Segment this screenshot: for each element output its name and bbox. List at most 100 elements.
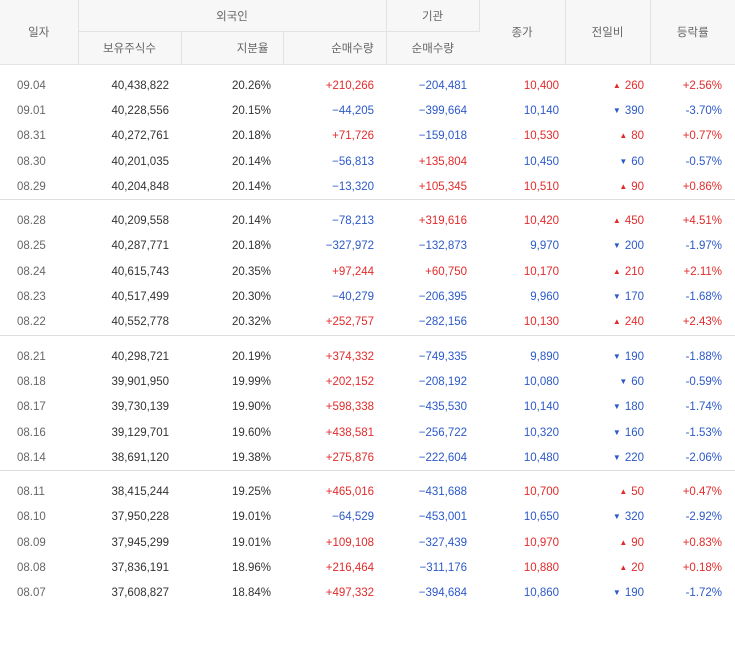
- ratio-cell: 20.30%: [231, 291, 271, 304]
- ratio-cell: 20.26%: [231, 79, 271, 92]
- change-value: 80: [631, 130, 645, 143]
- holdings-cell: 40,517,499: [111, 291, 169, 304]
- holdings-cell: 39,730,139: [111, 401, 169, 414]
- table-row: 08.08 37,836,191 18.96% +216,464 −311,176 10,…: [0, 555, 735, 580]
- change-value: 240: [624, 316, 645, 329]
- change-cell: ▼ 190: [565, 581, 650, 606]
- triangle-down-icon: ▼: [612, 402, 621, 412]
- table-row: 08.21 40,298,721 20.19% +374,332 −749,335 9,8…: [0, 344, 735, 369]
- foreign-net-cell: −327,972: [325, 240, 375, 253]
- table-body: 09.04 40,438,822 20.26% +210,266 −204,481 10,…: [0, 65, 735, 606]
- close-cell: 10,420: [523, 215, 560, 228]
- header-inst-net: 순매수량: [386, 31, 480, 65]
- rate-cell: -1.72%: [685, 587, 723, 600]
- table-header: 일자 외국인 기관 종가 전일비 등락률 보유주식수 지분율 순매수량 순매수량: [0, 0, 735, 65]
- ratio-cell: 19.01%: [231, 511, 271, 524]
- change-cell: ▲ 450: [565, 208, 650, 233]
- table-row: 08.18 39,901,950 19.99% +202,152 −208,192 10,…: [0, 369, 735, 394]
- table-row: 09.04 40,438,822 20.26% +210,266 −204,481 10,…: [0, 73, 735, 98]
- rate-cell: +2.11%: [683, 265, 723, 278]
- date-cell: 08.22: [17, 316, 46, 329]
- holdings-cell: 40,228,556: [111, 104, 169, 117]
- holdings-cell: 39,129,701: [111, 426, 169, 439]
- group-divider: [0, 199, 735, 209]
- change-cell: ▲ 50: [565, 479, 650, 504]
- table-row: 08.14 38,691,120 19.38% +275,876 −222,604 10,…: [0, 445, 735, 471]
- triangle-down-icon: ▼: [612, 241, 621, 251]
- inst-net-cell: −431,688: [418, 486, 468, 499]
- date-cell: 08.29: [17, 180, 46, 193]
- date-cell: 08.09: [17, 536, 46, 549]
- holdings-cell: 40,204,848: [111, 180, 169, 193]
- inst-net-cell: +135,804: [418, 155, 468, 168]
- triangle-down-icon: ▼: [612, 351, 621, 361]
- close-cell: 10,130: [523, 316, 560, 329]
- ratio-cell: 20.18%: [231, 240, 271, 253]
- rate-cell: -2.92%: [685, 511, 723, 524]
- rate-cell: -1.53%: [685, 426, 723, 439]
- ratio-cell: 20.15%: [231, 104, 271, 117]
- ratio-cell: 20.32%: [231, 316, 271, 329]
- group-divider: [0, 334, 735, 344]
- close-cell: 10,970: [523, 536, 560, 549]
- table-row: 08.29 40,204,848 20.14% −13,320 +105,345 10,5…: [0, 174, 735, 200]
- rate-cell: -3.70%: [685, 104, 723, 117]
- foreign-net-cell: +202,152: [325, 375, 375, 388]
- investor-trading-table: 일자 외국인 기관 종가 전일비 등락률 보유주식수 지분율 순매수량 순매수량…: [0, 0, 735, 606]
- inst-net-cell: +60,750: [425, 265, 468, 278]
- header-change: 전일비: [565, 0, 651, 65]
- close-cell: 10,170: [523, 265, 560, 278]
- close-cell: 10,320: [523, 426, 560, 439]
- inst-net-cell: −222,604: [418, 451, 468, 464]
- triangle-down-icon: ▼: [619, 156, 628, 166]
- foreign-net-cell: +252,757: [325, 316, 375, 329]
- table-row: 08.23 40,517,499 20.30% −40,279 −206,395 9,96…: [0, 284, 735, 309]
- rate-cell: -0.59%: [685, 375, 723, 388]
- ratio-cell: 19.25%: [231, 486, 271, 499]
- header-date: 일자: [0, 0, 79, 65]
- triangle-down-icon: ▼: [612, 427, 621, 437]
- close-cell: 10,510: [523, 180, 560, 193]
- inst-net-cell: +105,345: [418, 180, 468, 193]
- foreign-net-cell: +97,244: [332, 265, 375, 278]
- ratio-cell: 19.99%: [231, 375, 271, 388]
- rate-cell: +0.83%: [682, 536, 723, 549]
- triangle-down-icon: ▼: [619, 376, 628, 386]
- change-cell: ▼ 220: [565, 445, 650, 471]
- inst-net-cell: +319,616: [418, 215, 468, 228]
- close-cell: 10,080: [523, 375, 560, 388]
- header-institution: 기관: [386, 0, 480, 32]
- change-value: 220: [624, 451, 645, 464]
- date-cell: 08.17: [17, 401, 46, 414]
- change-cell: ▲ 80: [565, 124, 650, 149]
- inst-net-cell: −132,873: [418, 240, 468, 253]
- rate-cell: -0.57%: [685, 155, 723, 168]
- rate-cell: -1.68%: [685, 291, 723, 304]
- close-cell: 10,140: [523, 401, 560, 414]
- table-row: 08.16 39,129,701 19.60% +438,581 −256,722 10,…: [0, 420, 735, 445]
- change-value: 320: [624, 511, 645, 524]
- change-cell: ▼ 200: [565, 234, 650, 259]
- date-cell: 08.30: [17, 155, 46, 168]
- triangle-up-icon: ▲: [619, 487, 628, 497]
- change-value: 180: [624, 401, 645, 414]
- change-cell: ▼ 60: [565, 149, 650, 174]
- change-value: 60: [631, 155, 645, 168]
- foreign-net-cell: +109,108: [325, 536, 375, 549]
- inst-net-cell: −311,176: [419, 561, 468, 574]
- ratio-cell: 19.90%: [231, 401, 271, 414]
- holdings-cell: 40,209,558: [111, 215, 169, 228]
- change-cell: ▲ 20: [565, 555, 650, 580]
- rate-cell: -1.74%: [685, 401, 723, 414]
- holdings-cell: 38,415,244: [111, 486, 169, 499]
- rate-cell: +0.86%: [682, 180, 723, 193]
- change-cell: ▲ 90: [565, 530, 650, 555]
- change-cell: ▼ 160: [565, 420, 650, 445]
- ratio-cell: 19.01%: [231, 536, 271, 549]
- date-cell: 08.18: [17, 375, 46, 388]
- inst-net-cell: −208,192: [418, 375, 468, 388]
- rate-cell: +0.47%: [682, 486, 723, 499]
- foreign-net-cell: +210,266: [325, 79, 375, 92]
- header-foreign: 외국인: [78, 0, 387, 32]
- change-value: 20: [631, 561, 645, 574]
